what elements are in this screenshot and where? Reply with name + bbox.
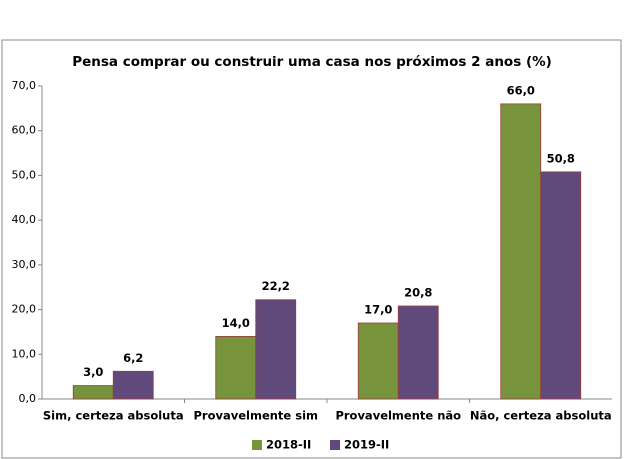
y-tick-label: 60,0 [12, 124, 37, 137]
y-tick-label: 20,0 [12, 303, 37, 316]
y-tick-label: 50,0 [12, 168, 37, 181]
legend-swatch [252, 440, 262, 450]
legend-swatch [330, 440, 340, 450]
bar [215, 335, 257, 400]
y-tick-label: 10,0 [12, 347, 37, 360]
bar [357, 322, 399, 400]
value-label: 50,8 [547, 151, 575, 165]
value-label: 6,2 [123, 351, 143, 365]
y-tick-label: 70,0 [12, 79, 37, 92]
value-label: 14,0 [222, 316, 250, 330]
value-label: 17,0 [364, 302, 392, 316]
value-label: 66,0 [507, 83, 535, 97]
x-tick-label: Sim, certeza absoluta [43, 409, 184, 423]
chart-title: Pensa comprar ou construir uma casa nos … [72, 54, 552, 70]
y-tick-label: 40,0 [12, 213, 37, 226]
bar [255, 299, 297, 400]
y-tick-label: 30,0 [12, 258, 37, 271]
bar [540, 171, 582, 400]
value-label: 20,8 [404, 285, 432, 299]
bar [72, 385, 114, 400]
legend-label: 2019-II [344, 438, 389, 452]
bar [500, 103, 542, 400]
x-tick-label: Não, certeza absoluta [470, 409, 612, 423]
value-label: 3,0 [83, 365, 103, 379]
y-tick-label: 0,0 [19, 392, 37, 405]
value-label: 22,2 [262, 279, 290, 293]
x-tick-label: Provavelmente não [335, 409, 461, 423]
bar [112, 370, 154, 400]
bar [397, 305, 439, 400]
legend-label: 2018-II [266, 438, 311, 452]
x-tick-label: Provavelmente sim [193, 409, 318, 423]
